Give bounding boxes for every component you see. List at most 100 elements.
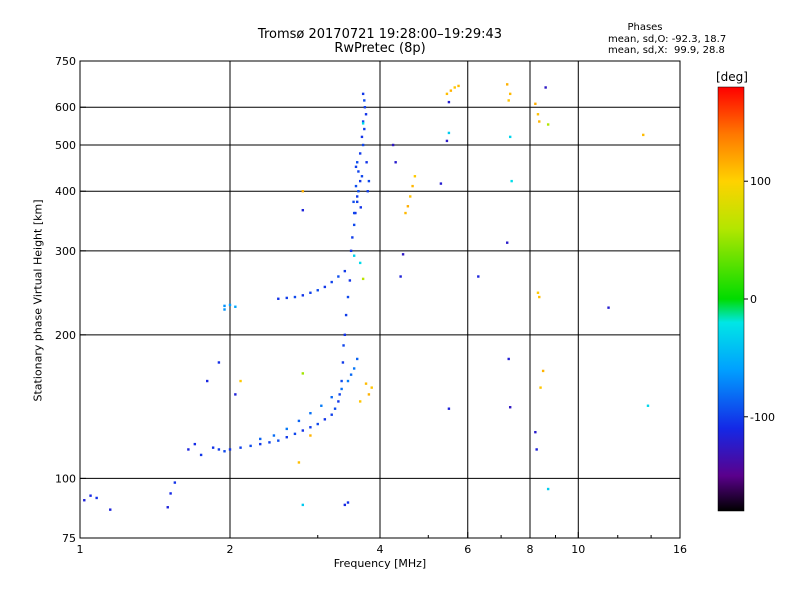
data-point (323, 418, 327, 421)
data-point (285, 436, 288, 439)
data-point (293, 295, 297, 299)
colorbar: 100 0 -100 (717, 86, 775, 512)
data-point (301, 294, 305, 297)
grid-lines (80, 61, 680, 538)
data-point (259, 437, 262, 441)
data-point (391, 143, 395, 147)
data-point (447, 100, 451, 104)
data-point (349, 373, 353, 376)
y-tick-label: 100 (55, 472, 76, 485)
data-point (355, 161, 359, 164)
data-point (445, 92, 449, 96)
data-point (272, 434, 276, 437)
y-tick-label: 750 (55, 55, 76, 68)
x-tick-label: 1 (77, 543, 84, 556)
data-point (337, 275, 340, 278)
data-point (367, 179, 371, 183)
data-point (538, 120, 541, 123)
data-point (439, 182, 443, 185)
data-point (352, 200, 355, 204)
chart-subtitle: RwPretec (8p) (334, 41, 426, 56)
data-point (316, 289, 319, 292)
data-point (234, 305, 237, 308)
data-point (166, 506, 169, 509)
data-point (343, 333, 347, 337)
data-point (285, 427, 288, 431)
data-point (361, 120, 365, 123)
data-point (364, 113, 368, 116)
data-point (301, 208, 305, 212)
data-point (211, 446, 215, 449)
y-tick-label: 300 (55, 245, 76, 258)
data-point (348, 279, 352, 282)
data-point (297, 461, 301, 464)
colorbar-tick-label: 100 (750, 175, 771, 188)
data-point (508, 92, 512, 96)
data-point (249, 444, 252, 448)
colorbar-gradient (717, 86, 745, 512)
axis-ticks: 1 2 4 6 8 10 16 75 100 200 300 400 500 600 750 (55, 55, 687, 556)
data-point (301, 372, 305, 375)
data-point (394, 161, 397, 164)
x-tick-label: 2 (227, 543, 234, 556)
colorbar-tick-label: -100 (750, 411, 775, 424)
data-point (223, 308, 226, 311)
data-point (228, 448, 232, 451)
data-point (449, 89, 453, 92)
data-point (538, 295, 541, 299)
data-point (358, 261, 362, 265)
data-point (546, 123, 550, 126)
data-point (352, 254, 356, 257)
data-point (340, 379, 343, 383)
data-point (360, 175, 364, 178)
phase-o-stats: mean, sd,O: -92.3, 18.7 (608, 34, 727, 45)
data-point (340, 387, 343, 391)
data-point (360, 135, 364, 139)
data-point (404, 211, 407, 215)
data-point (355, 357, 359, 361)
colorbar-tick-label: 0 (750, 293, 757, 306)
data-point (505, 241, 509, 244)
data-point (95, 496, 98, 500)
data-point (259, 442, 262, 446)
data-point (285, 296, 288, 300)
data-point (193, 442, 197, 446)
data-point (359, 206, 362, 209)
data-point (341, 361, 345, 364)
data-point (534, 102, 537, 106)
data-point (447, 131, 451, 135)
data-point (361, 92, 365, 96)
data-point (646, 404, 650, 407)
data-point (223, 304, 226, 308)
data-points (83, 83, 650, 511)
phase-heading: Phases (627, 22, 663, 33)
y-tick-label: 600 (55, 101, 76, 114)
data-point (546, 487, 550, 491)
data-point (343, 269, 347, 273)
data-point (323, 285, 327, 289)
data-point (357, 170, 360, 173)
data-point (239, 379, 242, 383)
data-point (357, 190, 360, 193)
data-point (173, 481, 177, 484)
data-point (536, 113, 540, 116)
x-tick-label: 4 (377, 543, 384, 556)
data-point (83, 499, 86, 502)
data-point (363, 106, 367, 109)
data-point (508, 406, 512, 409)
x-axis-label: Frequency [MHz] (333, 557, 427, 570)
colorbar-unit-label: [deg] (716, 70, 748, 84)
y-tick-label: 500 (55, 139, 76, 152)
data-point (539, 386, 542, 389)
data-point (361, 277, 365, 281)
data-point (320, 404, 323, 407)
x-tick-label: 8 (527, 543, 534, 556)
data-point (355, 195, 359, 198)
data-point (510, 179, 513, 183)
data-point (316, 422, 319, 426)
data-point (411, 184, 414, 188)
data-point (346, 295, 350, 299)
data-point (352, 211, 356, 215)
data-point (364, 382, 368, 385)
